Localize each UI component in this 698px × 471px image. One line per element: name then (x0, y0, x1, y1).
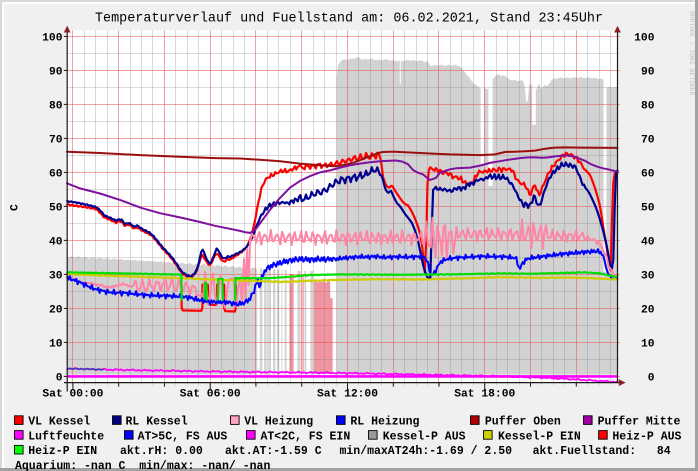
svg-text:Kessel-P EIN: Kessel-P EIN (498, 430, 581, 443)
svg-text:70: 70 (641, 134, 655, 146)
svg-text:10: 10 (641, 338, 655, 350)
svg-text:AT>5C, FS AUS: AT>5C, FS AUS (138, 430, 228, 443)
svg-text:Aquarium: -nan C min/max: -na: Aquarium: -nan C min/max: -nan/ -nan (15, 460, 270, 471)
svg-text:Sat 06:00: Sat 06:00 (180, 389, 241, 401)
svg-text:min/maxAT24h:-1.69 / 2.50: min/maxAT24h:-1.69 / 2.50 (340, 445, 513, 458)
svg-text:akt.Fuellstand: 84: akt.Fuellstand: 84 (533, 445, 671, 458)
svg-text:100: 100 (42, 32, 63, 44)
svg-text:Sat 12:00: Sat 12:00 (317, 389, 378, 401)
svg-text:30: 30 (49, 270, 63, 282)
svg-text:40: 40 (641, 236, 655, 248)
svg-text:RRDTOOL / TOBI OETIKER: RRDTOOL / TOBI OETIKER (688, 11, 695, 96)
svg-text:Sat 00:00: Sat 00:00 (42, 389, 103, 401)
svg-text:100: 100 (634, 32, 655, 44)
svg-text:AT<2C, FS EIN: AT<2C, FS EIN (261, 430, 351, 443)
svg-text:80: 80 (49, 100, 63, 112)
svg-text:10: 10 (49, 338, 63, 350)
svg-text:C: C (10, 204, 22, 211)
svg-text:90: 90 (49, 66, 63, 78)
svg-text:20: 20 (49, 304, 63, 316)
svg-text:Kessel-P AUS: Kessel-P AUS (383, 430, 466, 443)
svg-text:akt.AT:-1.59 C: akt.AT:-1.59 C (225, 445, 322, 458)
svg-text:50: 50 (641, 202, 655, 214)
svg-text:60: 60 (49, 168, 63, 180)
svg-text:0: 0 (648, 372, 655, 384)
svg-text:60: 60 (641, 168, 655, 180)
svg-text:Puffer Oben: Puffer Oben (485, 416, 561, 429)
svg-text:RL Heizung: RL Heizung (350, 416, 419, 429)
svg-text:20: 20 (641, 304, 655, 316)
svg-text:RL Kessel: RL Kessel (126, 416, 188, 429)
svg-text:Luftfeuchte: Luftfeuchte (28, 430, 104, 443)
svg-text:Temperaturverlauf und Fuellsta: Temperaturverlauf und Fuellstand am: 06.… (95, 12, 603, 27)
svg-text:Heiz-P EIN: Heiz-P EIN (28, 445, 97, 458)
svg-text:Sat 18:00: Sat 18:00 (454, 389, 515, 401)
svg-text:70: 70 (49, 134, 63, 146)
svg-text:VL Heizung: VL Heizung (244, 416, 313, 429)
svg-text:akt.rH: 0.00: akt.rH: 0.00 (120, 445, 203, 458)
svg-text:40: 40 (49, 236, 63, 248)
svg-text:90: 90 (641, 66, 655, 78)
svg-text:50: 50 (49, 202, 63, 214)
svg-text:VL Kessel: VL Kessel (28, 416, 90, 429)
svg-text:80: 80 (641, 100, 655, 112)
svg-text:Puffer Mitte: Puffer Mitte (598, 416, 681, 429)
svg-text:0: 0 (56, 372, 63, 384)
svg-text:Heiz-P AUS: Heiz-P AUS (612, 430, 681, 443)
svg-text:30: 30 (641, 270, 655, 282)
